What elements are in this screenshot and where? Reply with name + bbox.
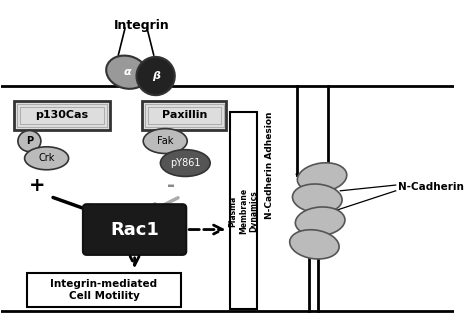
FancyBboxPatch shape: [14, 101, 109, 130]
Text: Crk: Crk: [38, 153, 55, 163]
Ellipse shape: [143, 129, 187, 154]
FancyBboxPatch shape: [230, 113, 257, 309]
Text: N-Cadherin Adhesion: N-Cadherin Adhesion: [265, 112, 274, 219]
Ellipse shape: [137, 57, 175, 95]
Text: p130Cas: p130Cas: [36, 110, 89, 120]
Text: Integrin-mediated
Cell Motility: Integrin-mediated Cell Motility: [50, 279, 157, 301]
Text: Plasma
Membrane
Dynamics: Plasma Membrane Dynamics: [229, 188, 258, 234]
Text: β: β: [152, 71, 160, 81]
Ellipse shape: [292, 184, 342, 213]
FancyBboxPatch shape: [83, 204, 186, 255]
Text: N-Cadherin: N-Cadherin: [398, 182, 464, 192]
Ellipse shape: [106, 56, 148, 89]
Text: Paxillin: Paxillin: [162, 110, 207, 120]
Text: Integrin: Integrin: [114, 19, 170, 32]
FancyBboxPatch shape: [259, 21, 280, 309]
Text: Fak: Fak: [157, 136, 173, 146]
Ellipse shape: [160, 150, 210, 176]
Text: pY861: pY861: [170, 158, 201, 168]
Text: -: -: [167, 176, 175, 194]
Ellipse shape: [25, 147, 69, 170]
Text: α: α: [123, 67, 131, 77]
Text: +: +: [29, 176, 46, 194]
Ellipse shape: [18, 131, 41, 152]
Ellipse shape: [295, 207, 345, 236]
FancyBboxPatch shape: [27, 273, 181, 308]
Ellipse shape: [297, 163, 347, 192]
Ellipse shape: [290, 230, 339, 259]
FancyBboxPatch shape: [142, 101, 227, 130]
Text: P: P: [26, 136, 33, 146]
Text: Rac1: Rac1: [110, 220, 159, 239]
